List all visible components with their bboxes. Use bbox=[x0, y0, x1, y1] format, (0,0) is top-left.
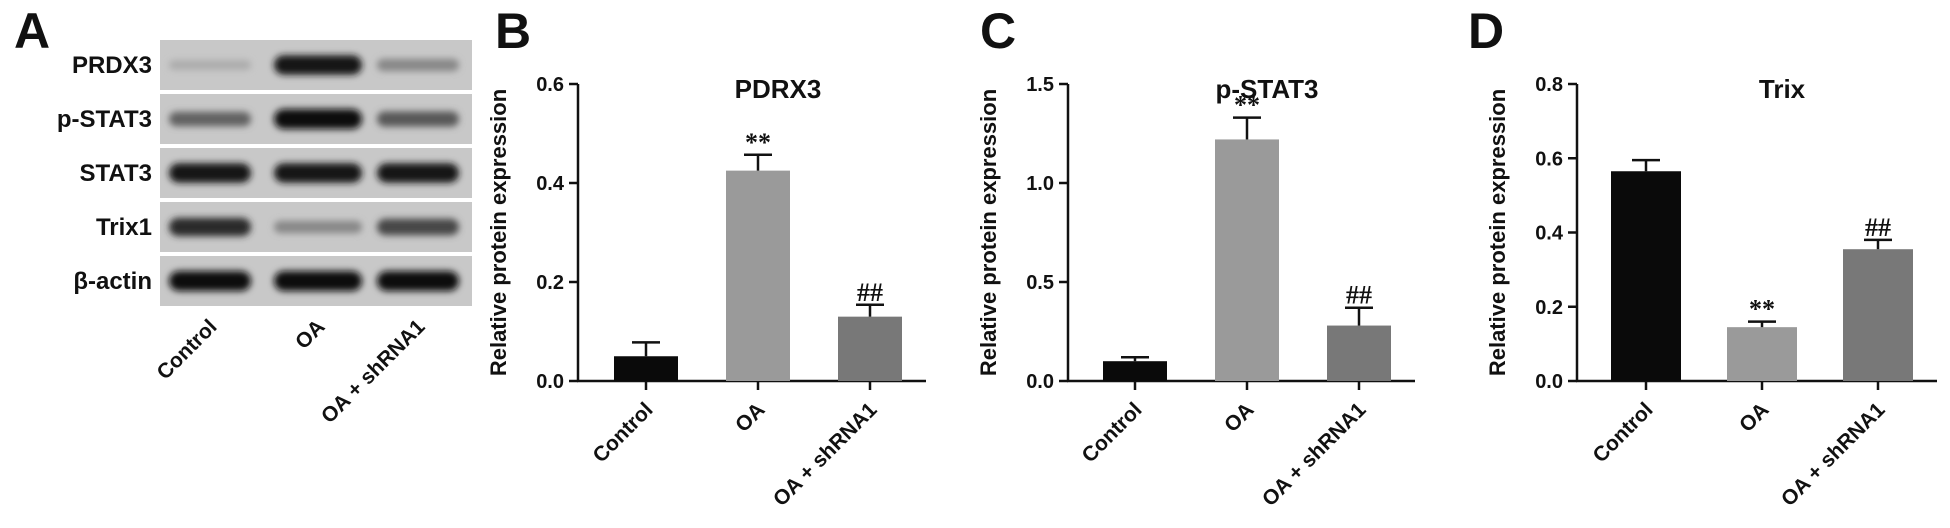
bar-chart-p-stat3: 0.0 0.5 1.0 1.5 Relative protein expression p… bbox=[976, 74, 1415, 511]
lane-label: OA + shRNA1 bbox=[317, 315, 430, 428]
y-tick-label: 0.8 bbox=[1535, 74, 1563, 96]
y-tick-label: 0.6 bbox=[536, 74, 564, 96]
lane-label: OA bbox=[291, 315, 330, 354]
blot-row-label: PRDX3 bbox=[72, 52, 152, 79]
y-tick-label: 0.4 bbox=[1535, 223, 1564, 245]
panel-letter-a: A bbox=[14, 3, 50, 59]
significance-label: ## bbox=[1346, 281, 1372, 310]
bar-oa-shrna1 bbox=[1327, 325, 1391, 381]
category-label: Control bbox=[1588, 398, 1657, 467]
chart-title: Trix bbox=[1759, 74, 1806, 104]
category-label: Control bbox=[1077, 398, 1146, 467]
y-tick-label: 1.5 bbox=[1026, 74, 1054, 96]
y-tick-label: 0.0 bbox=[1026, 371, 1054, 393]
bar-control bbox=[614, 356, 678, 381]
category-label: OA bbox=[1220, 398, 1259, 437]
blot-band bbox=[169, 60, 251, 70]
category-label: OA + shRNA1 bbox=[1258, 398, 1371, 511]
panel-letter-b: B bbox=[495, 3, 531, 59]
bar-oa bbox=[726, 170, 790, 381]
y-tick-label: 1.0 bbox=[1026, 173, 1054, 195]
y-tick-label: 0.5 bbox=[1026, 272, 1054, 294]
bar-control bbox=[1611, 171, 1681, 381]
blot-band bbox=[274, 220, 362, 234]
category-label: OA + shRNA1 bbox=[1777, 398, 1890, 511]
blot-band bbox=[274, 55, 362, 75]
category-label: OA + shRNA1 bbox=[769, 398, 882, 511]
bar-oa bbox=[1215, 139, 1279, 381]
blot-band bbox=[169, 163, 251, 183]
blot-band bbox=[377, 271, 459, 291]
y-axis-title: Relative protein expression bbox=[486, 89, 511, 376]
bar-oa-shrna1 bbox=[838, 316, 902, 381]
category-label: OA bbox=[1735, 398, 1774, 437]
blot-band bbox=[377, 163, 459, 183]
panel-letter-c: C bbox=[980, 3, 1016, 59]
blot-band bbox=[274, 109, 362, 129]
category-label: OA bbox=[731, 398, 770, 437]
bar-chart-pdrx3: 0.0 0.2 0.4 0.6 Relative protein expression P… bbox=[486, 74, 926, 511]
significance-label: ** bbox=[1234, 91, 1260, 120]
blot-band bbox=[274, 163, 362, 183]
chart-title: p-STAT3 bbox=[1215, 74, 1318, 104]
y-tick-label: 0.2 bbox=[1535, 297, 1563, 319]
significance-label: ** bbox=[745, 128, 771, 157]
blot-row-label: Trix1 bbox=[96, 214, 152, 241]
y-tick-label: 0.4 bbox=[536, 173, 565, 195]
blot-band bbox=[169, 217, 251, 237]
blot-row-label: STAT3 bbox=[80, 160, 152, 187]
y-tick-label: 0.0 bbox=[536, 371, 564, 393]
blot-band bbox=[377, 111, 459, 127]
y-tick-label: 0.2 bbox=[536, 272, 564, 294]
blot-band bbox=[169, 111, 251, 127]
bar-control bbox=[1103, 361, 1167, 381]
blot-band bbox=[377, 58, 459, 72]
y-axis-title: Relative protein expression bbox=[1485, 89, 1510, 376]
bar-chart-trix: 0.0 0.2 0.4 0.6 0.8 Relative protein expressi… bbox=[1485, 74, 1937, 511]
significance-label: ** bbox=[1749, 295, 1775, 324]
blot-band bbox=[377, 218, 459, 236]
bar-oa bbox=[1727, 327, 1797, 381]
blot-band bbox=[169, 271, 251, 291]
category-label: Control bbox=[588, 398, 657, 467]
blot-row-label: β-actin bbox=[73, 268, 152, 295]
y-axis-title: Relative protein expression bbox=[976, 89, 1001, 376]
significance-label: ## bbox=[1865, 213, 1891, 242]
significance-label: ## bbox=[857, 278, 883, 307]
y-tick-label: 0.0 bbox=[1535, 371, 1563, 393]
panel-letter-d: D bbox=[1468, 3, 1504, 59]
lane-label: Control bbox=[152, 315, 221, 384]
blot-band bbox=[274, 271, 362, 291]
y-tick-label: 0.6 bbox=[1535, 148, 1563, 170]
bar-oa-shrna1 bbox=[1843, 249, 1913, 381]
chart-title: PDRX3 bbox=[735, 74, 822, 104]
blot-row-label: p-STAT3 bbox=[57, 106, 152, 133]
